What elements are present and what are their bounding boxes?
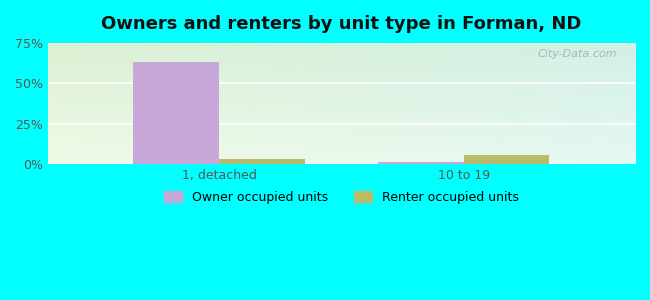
- Bar: [219, 159, 305, 164]
- Bar: [133, 62, 219, 164]
- Bar: [463, 154, 549, 164]
- Bar: [378, 162, 463, 164]
- Text: City-Data.com: City-Data.com: [538, 49, 617, 59]
- Legend: Owner occupied units, Renter occupied units: Owner occupied units, Renter occupied un…: [159, 186, 524, 209]
- Title: Owners and renters by unit type in Forman, ND: Owners and renters by unit type in Forma…: [101, 15, 582, 33]
